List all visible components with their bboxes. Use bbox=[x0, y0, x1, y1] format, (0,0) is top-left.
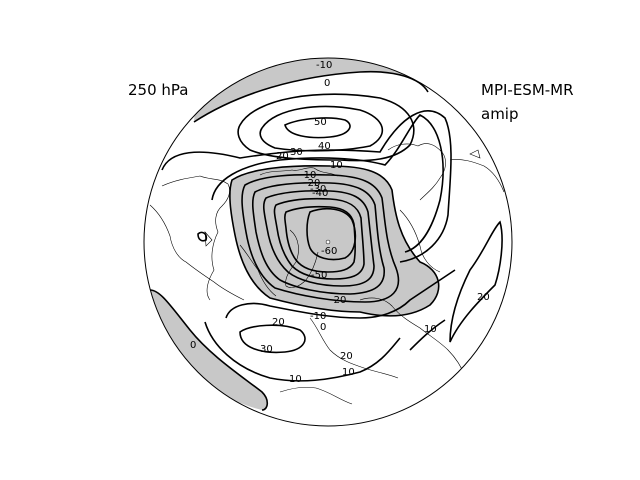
contour-labels: -10 0 50 40 30 20 10 -10 -20 -30 -40 -60… bbox=[190, 60, 490, 385]
experiment-label: amip bbox=[481, 105, 519, 123]
contour-label: -10 bbox=[300, 170, 316, 181]
contour-label: -30 bbox=[310, 184, 326, 195]
contour-label: 20 bbox=[477, 292, 490, 303]
north-pole-marker bbox=[325, 239, 331, 245]
contour-label: 40 bbox=[318, 141, 331, 152]
model-name-label: MPI-ESM-MR bbox=[481, 81, 574, 99]
contour-label: 20 bbox=[272, 317, 285, 328]
contour-label: -20 bbox=[304, 178, 320, 189]
contour-label: 10 bbox=[289, 374, 302, 385]
contour-label: 30 bbox=[290, 147, 303, 158]
contour-label: -60 bbox=[321, 246, 337, 257]
contour-label: -50 bbox=[311, 270, 327, 281]
contour-label: 10 bbox=[424, 324, 437, 335]
coastlines bbox=[149, 143, 505, 405]
pressure-level-label: 250 hPa bbox=[128, 81, 189, 99]
contour-label: 0 bbox=[190, 340, 196, 351]
contour-label: 20 bbox=[340, 351, 353, 362]
contour-lines bbox=[149, 70, 503, 411]
contour-label: 10 bbox=[342, 367, 355, 378]
contour-label: 0 bbox=[324, 78, 330, 89]
contour-label: 0 bbox=[320, 322, 326, 333]
contour-label: -10 bbox=[316, 60, 332, 71]
contour-label: -20 bbox=[330, 295, 346, 306]
contour-label: 50 bbox=[314, 117, 327, 128]
contour-label: -40 bbox=[312, 188, 328, 199]
contour-label: 10 bbox=[330, 160, 343, 171]
contour-label: 20 bbox=[276, 151, 289, 162]
map-boundary bbox=[143, 57, 513, 427]
contour-label: 30 bbox=[260, 344, 273, 355]
map-content: -10 0 50 40 30 20 10 -10 -20 -30 -40 -60… bbox=[145, 58, 505, 411]
contour-label: -10 bbox=[310, 311, 326, 322]
